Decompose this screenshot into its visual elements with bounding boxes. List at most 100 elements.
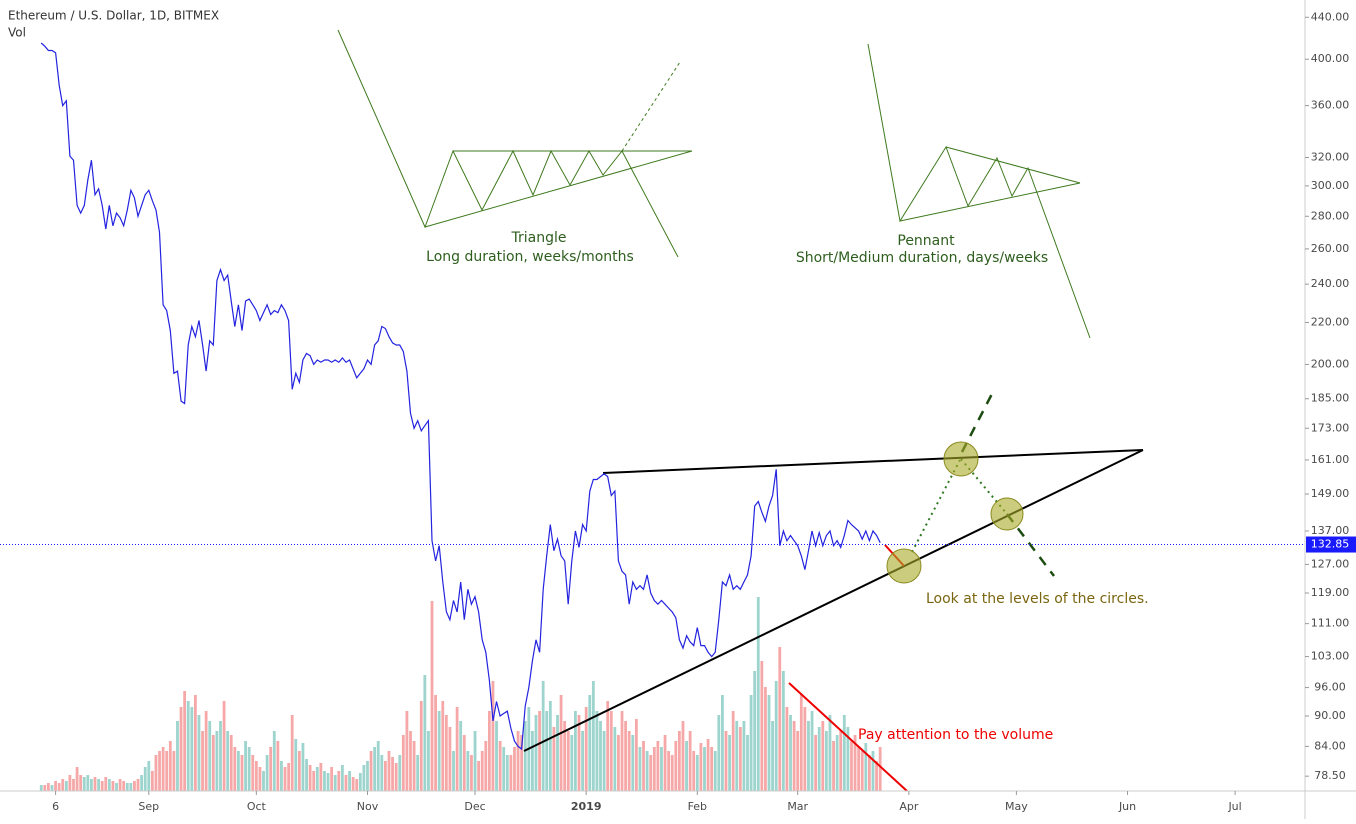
volume-bar bbox=[412, 741, 416, 791]
annotation: Short/Medium duration, days/weeks bbox=[796, 250, 1048, 266]
x-tick-label: Apr bbox=[899, 800, 919, 813]
volume-bar bbox=[688, 731, 692, 791]
volume-bar bbox=[842, 715, 846, 791]
volume-bar bbox=[373, 747, 377, 791]
volume-bar bbox=[176, 721, 179, 791]
x-tick-label: Oct bbox=[247, 800, 267, 813]
volume-bar bbox=[201, 731, 204, 791]
volume-bar bbox=[394, 763, 398, 791]
volume-bar bbox=[366, 761, 369, 791]
volume-bar bbox=[61, 779, 65, 791]
volume-bar bbox=[93, 777, 97, 791]
volume-bar bbox=[642, 741, 645, 791]
volume-bar bbox=[452, 751, 455, 791]
volume-bar bbox=[857, 747, 861, 791]
volume-bar bbox=[871, 751, 875, 791]
level-circle bbox=[886, 548, 922, 584]
level-circle bbox=[943, 441, 979, 477]
volume-bar bbox=[821, 721, 825, 791]
volume-bar bbox=[498, 741, 502, 791]
volume-bar bbox=[301, 743, 305, 791]
volume-bar bbox=[251, 755, 255, 791]
volume-bar bbox=[638, 747, 642, 791]
volume-bar bbox=[620, 711, 624, 791]
volume-bar bbox=[760, 661, 764, 791]
volume-bar bbox=[380, 755, 384, 791]
volume-bar bbox=[670, 755, 674, 791]
volume-bar bbox=[107, 779, 111, 791]
volume-bar bbox=[161, 747, 165, 791]
volume-bar bbox=[674, 741, 678, 791]
volume-bar bbox=[222, 701, 226, 791]
volume-bar bbox=[738, 727, 742, 791]
volume-bar bbox=[111, 781, 115, 791]
volume-bar bbox=[771, 721, 775, 791]
volume-bar bbox=[799, 695, 803, 791]
support-line bbox=[523, 449, 1144, 752]
volume-bar bbox=[140, 775, 144, 791]
volume-bar bbox=[351, 777, 355, 791]
volume-bar bbox=[699, 743, 703, 791]
volume-bar bbox=[487, 711, 491, 791]
last-price-label: 132.85 bbox=[1311, 538, 1350, 551]
volume-bar bbox=[462, 735, 466, 791]
x-tick-label: Sep bbox=[138, 800, 159, 813]
y-tick-label: 200.00 bbox=[1311, 357, 1350, 370]
y-tick-label: 127.00 bbox=[1311, 557, 1350, 570]
volume-bar bbox=[645, 751, 649, 791]
volume-bar bbox=[97, 779, 100, 791]
volume-bar bbox=[796, 731, 800, 791]
volume-bar bbox=[513, 747, 516, 791]
volume-bar bbox=[441, 701, 445, 791]
volume-bar bbox=[75, 767, 79, 791]
annotation: Pennant bbox=[897, 233, 955, 249]
volume-bar bbox=[495, 721, 498, 791]
volume-bar bbox=[297, 751, 301, 791]
volume-bar bbox=[624, 721, 628, 791]
y-tick-label: 90.00 bbox=[1314, 709, 1346, 722]
volume-bar bbox=[591, 681, 595, 791]
volume-bar bbox=[828, 715, 832, 791]
volume-bar bbox=[570, 735, 574, 791]
volume-bar bbox=[710, 747, 714, 791]
volume-bar bbox=[369, 751, 373, 791]
volume-bar bbox=[427, 731, 430, 791]
volume-bar bbox=[319, 763, 323, 791]
volume-bar bbox=[287, 763, 291, 791]
volume-bar bbox=[581, 731, 584, 791]
volume-bar bbox=[868, 755, 871, 791]
volume-bar bbox=[448, 727, 452, 791]
volume-bar bbox=[660, 747, 663, 791]
volume-bar bbox=[477, 761, 481, 791]
volume-pane bbox=[39, 597, 882, 791]
volume-bar bbox=[724, 731, 728, 791]
volume-bar bbox=[79, 775, 83, 791]
annotation: Pay attention to the volume bbox=[858, 727, 1053, 743]
volume-bar bbox=[348, 771, 351, 791]
volume-bar bbox=[122, 781, 126, 791]
volume-bar bbox=[283, 767, 287, 791]
volume-bar bbox=[746, 735, 749, 791]
volume-bar bbox=[405, 711, 409, 791]
volume-bar bbox=[204, 711, 208, 791]
x-tick-label: Nov bbox=[357, 800, 379, 813]
volume-bar bbox=[172, 751, 176, 791]
volume-bar bbox=[505, 755, 509, 791]
y-tick-label: 96.00 bbox=[1314, 681, 1346, 694]
volume-bar bbox=[265, 755, 269, 791]
volume-bar bbox=[315, 767, 319, 791]
x-tick-label: Feb bbox=[688, 800, 707, 813]
volume-bar bbox=[272, 731, 276, 791]
volume-bar bbox=[466, 751, 470, 791]
volume-bar bbox=[663, 735, 667, 791]
volume-bar bbox=[398, 755, 402, 791]
volume-bar bbox=[491, 681, 495, 791]
volume-bar bbox=[82, 777, 86, 791]
volume-bar bbox=[756, 597, 760, 791]
volume-bar bbox=[484, 741, 488, 791]
volume-bar bbox=[50, 785, 54, 791]
volume-bar bbox=[835, 735, 839, 791]
volume-bar bbox=[229, 735, 233, 791]
volume-bar bbox=[434, 695, 437, 791]
resistance-line bbox=[602, 449, 1144, 474]
